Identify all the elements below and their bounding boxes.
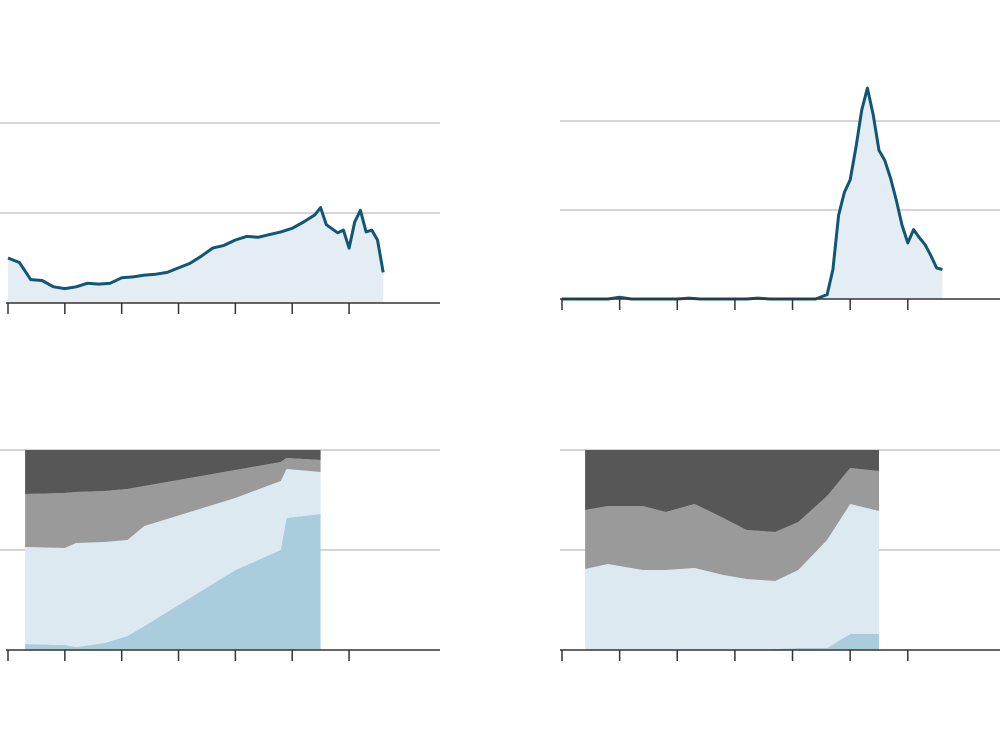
area-segment — [585, 450, 879, 532]
line — [7, 206, 385, 291]
area-segment — [25, 469, 321, 647]
area-segment — [25, 450, 321, 494]
area-fill — [8, 207, 384, 303]
area-segment — [585, 504, 879, 650]
area-segment — [585, 468, 879, 581]
area-segment — [25, 514, 321, 650]
area-fill — [562, 88, 943, 299]
area-segment — [585, 634, 879, 650]
area-segment — [25, 458, 321, 548]
